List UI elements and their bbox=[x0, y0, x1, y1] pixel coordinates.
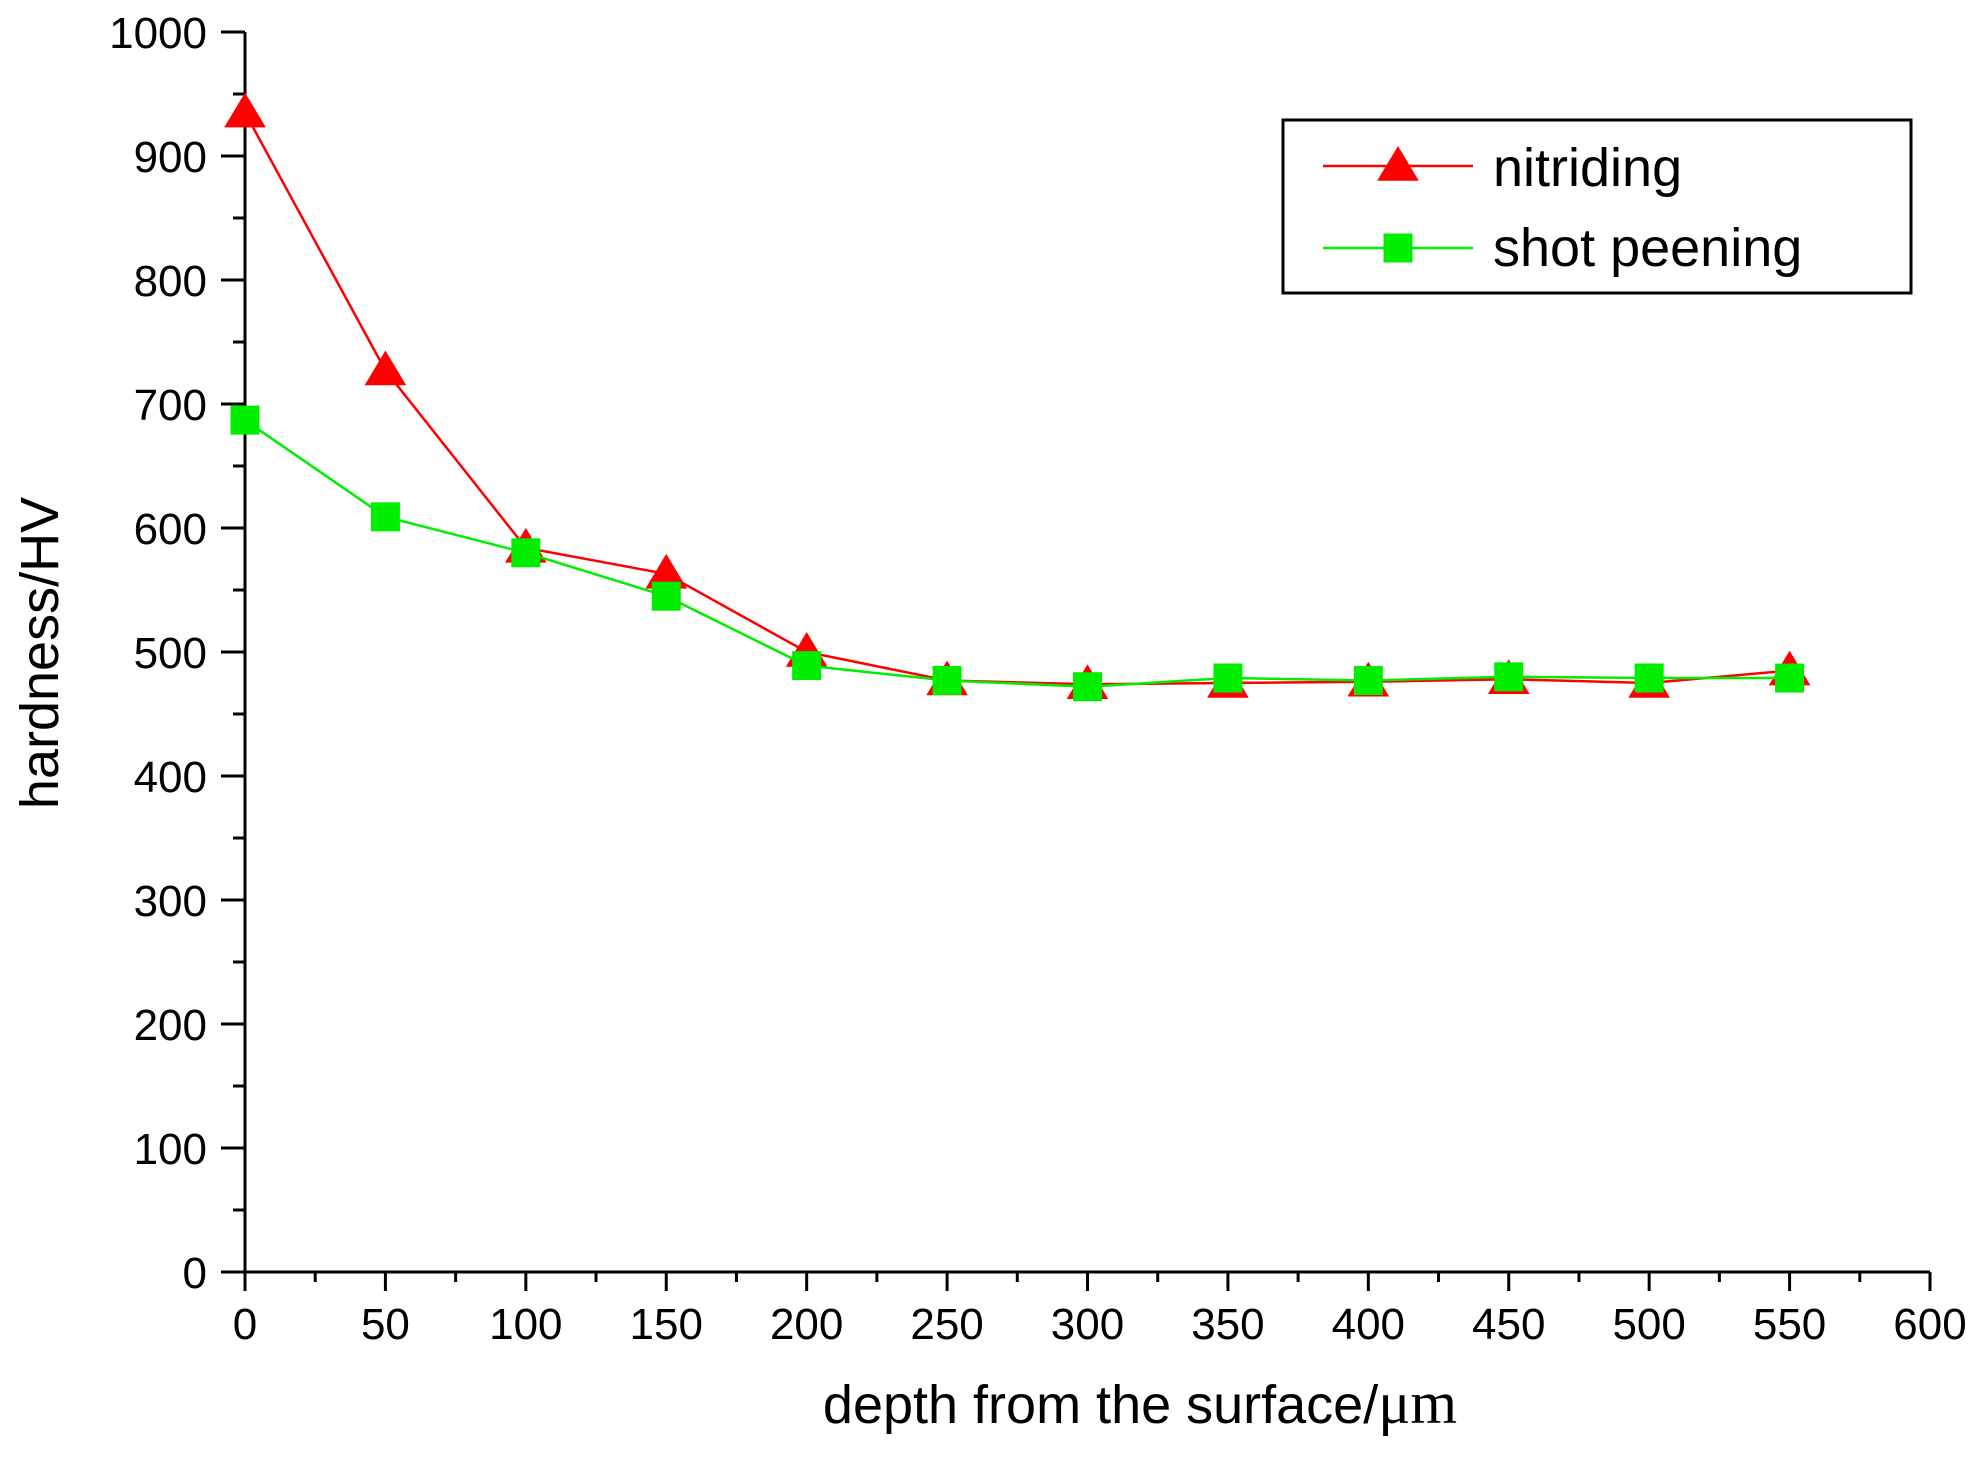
y-tick-label: 200 bbox=[134, 1001, 207, 1050]
x-tick-label: 200 bbox=[770, 1300, 843, 1349]
legend-entries bbox=[1323, 146, 1473, 263]
data-point-shot-peening bbox=[932, 666, 962, 696]
y-tick-label: 500 bbox=[134, 629, 207, 678]
data-point-nitriding bbox=[364, 350, 407, 386]
x-tick-label: 400 bbox=[1332, 1300, 1405, 1349]
data-point-shot-peening bbox=[792, 651, 822, 681]
y-tick-label: 300 bbox=[134, 877, 207, 926]
x-tick-label: 450 bbox=[1472, 1300, 1545, 1349]
y-axis-title: hardness/HV bbox=[10, 497, 70, 809]
data-point-nitriding bbox=[224, 92, 266, 128]
data-point-shot-peening bbox=[1634, 663, 1664, 693]
y-tick-label: 800 bbox=[134, 257, 207, 306]
y-tick-label: 900 bbox=[134, 133, 207, 182]
data-point-shot-peening bbox=[1494, 662, 1524, 692]
legend-box bbox=[1281, 118, 1913, 295]
x-tick-label: 300 bbox=[1051, 1300, 1124, 1349]
series-line-shot-peening bbox=[244, 419, 1790, 688]
data-point-shot-peening bbox=[511, 538, 541, 568]
legend-marker-shot-peening bbox=[1383, 233, 1413, 263]
y-tick-label: 400 bbox=[134, 753, 207, 802]
x-tick-label: 350 bbox=[1191, 1300, 1264, 1349]
y-tick-label: 0 bbox=[183, 1249, 207, 1298]
data-point-shot-peening bbox=[1073, 672, 1102, 702]
x-tick-label: 600 bbox=[1893, 1300, 1966, 1349]
x-axis-title-unit: μm bbox=[1378, 1370, 1457, 1436]
data-point-shot-peening bbox=[1353, 666, 1383, 696]
legend-label-shot-peening: shot peening bbox=[1493, 218, 1802, 278]
series-layer bbox=[224, 92, 1811, 702]
y-tick-label: 700 bbox=[134, 381, 207, 430]
data-point-shot-peening bbox=[1213, 663, 1243, 693]
data-point-shot-peening bbox=[651, 581, 681, 611]
x-tick-label: 0 bbox=[233, 1300, 257, 1349]
x-tick-label: 550 bbox=[1753, 1300, 1826, 1349]
y-tick-label: 600 bbox=[134, 505, 207, 554]
x-axis-title-text: depth from the surface/ bbox=[823, 1375, 1378, 1435]
legend-marker-nitriding bbox=[1377, 146, 1419, 181]
x-tick-label: 100 bbox=[489, 1300, 562, 1349]
x-tick-label: 500 bbox=[1612, 1300, 1685, 1349]
legend: nitriding shot peening bbox=[1281, 118, 1913, 295]
axes: 0 50 100 150 200 250 300 350 400 450 500 550 600 0 100… bbox=[109, 9, 1967, 1349]
x-axis-title: depth from the surface/μm bbox=[823, 1370, 1457, 1436]
legend-label-nitriding: nitriding bbox=[1493, 138, 1682, 198]
y-tick-label: 100 bbox=[134, 1125, 207, 1174]
data-point-shot-peening bbox=[370, 502, 400, 532]
data-point-shot-peening bbox=[1775, 663, 1805, 693]
x-tick-label: 250 bbox=[910, 1300, 983, 1349]
data-point-shot-peening bbox=[230, 405, 260, 435]
x-tick-label: 50 bbox=[361, 1300, 410, 1349]
x-tick-label: 150 bbox=[630, 1300, 703, 1349]
y-tick-label: 1000 bbox=[109, 9, 207, 58]
